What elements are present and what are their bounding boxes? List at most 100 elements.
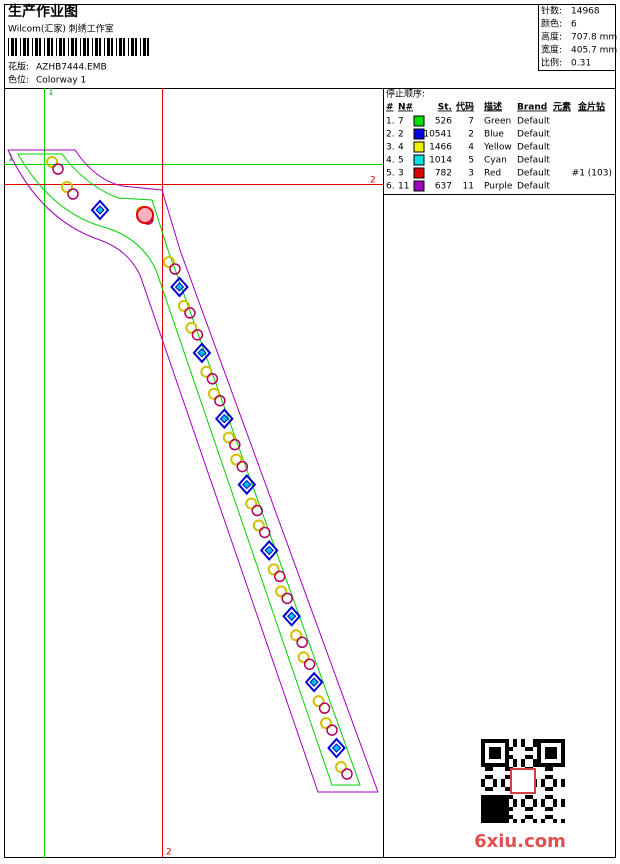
qr-module [485,807,489,811]
qr-module [485,803,489,807]
qr-module [493,811,497,815]
swirl [67,188,79,200]
qr-module [493,747,497,751]
bar [56,38,57,56]
swirl [273,570,286,583]
design-value: AZHB7444.EMB [36,63,107,73]
bar [23,38,26,56]
swirl [290,629,303,642]
qr-module [529,815,533,819]
qr-module [505,751,509,755]
brand: Default [517,156,550,166]
stat-label: 颜色: [541,18,562,30]
qr-module [537,747,541,751]
qr-module [489,751,493,755]
qr-module [489,819,493,823]
qr-module [521,819,525,823]
qr-module [537,743,541,747]
qr-module [493,751,497,755]
qr-module [521,763,525,767]
column-header: # [386,103,394,113]
swirl [185,321,198,334]
bar [123,38,125,56]
stitches: 1466 [429,143,452,153]
stat-value: 0.31 [571,59,591,69]
qr-module [561,739,565,743]
qr-module [561,755,565,759]
bar [95,38,98,56]
diamond [192,342,212,364]
stat-label: 比例: [541,57,562,69]
qr-module [541,763,545,767]
qr-module [553,755,557,759]
qr-module [493,819,497,823]
qr-module [481,751,485,755]
qr-module [489,787,493,791]
qr-module [521,803,525,807]
bar [135,38,137,56]
qr-module [509,755,513,759]
code: 7 [468,117,474,127]
swirl [169,263,181,275]
qr-module [497,803,501,807]
qr-module [561,743,565,747]
qr-module [537,759,541,763]
qr-module [485,787,489,791]
ornaments [46,156,353,780]
qr-module [553,763,557,767]
needle: 2 [398,130,404,140]
qr-module [493,803,497,807]
bar [39,38,41,56]
qr-module [553,799,557,803]
swirl [52,163,64,175]
qr-module [525,807,529,811]
diamond [170,276,189,298]
qr-module [489,803,493,807]
outline [7,149,379,793]
swirl [258,526,271,539]
qr-module [545,767,549,771]
qr-module [561,783,565,787]
bar [92,38,93,56]
qr-module [497,819,501,823]
bar [44,38,45,56]
diamond [331,743,342,753]
column-header: 元素 [553,101,571,113]
qr-module [549,755,553,759]
stitches: 1014 [429,156,452,166]
stat-value: 14968 [571,7,600,17]
swirl [214,394,226,407]
qr-module [485,815,489,819]
qr-module [497,755,501,759]
brand: Default [517,182,550,192]
qr-module [533,739,537,743]
needle: 3 [398,169,404,179]
swirl [61,181,73,193]
qr-module [545,775,549,779]
qr-module [545,807,549,811]
desc: Purple [484,182,513,192]
stat-label: 高度: [541,31,562,43]
qr-module [509,747,513,751]
swirl [252,519,265,532]
diamond [237,474,257,496]
needle: 5 [398,156,404,166]
stat-value: 405.7 mm [571,46,617,56]
qr-code [481,739,565,823]
qr-module [501,795,505,799]
bar [128,38,129,56]
qr-module [541,779,545,783]
qr-module [537,739,541,743]
bar [59,38,62,56]
qr-module [505,795,509,799]
qr-module [549,775,553,779]
qr-module [541,803,545,807]
colorway-label: 色位: [8,74,29,86]
qr-module [501,799,505,803]
qr-module [497,763,501,767]
qr-module [541,799,545,803]
swirl [191,329,204,341]
qr-module [489,767,493,771]
column-header: St. [438,103,452,113]
qr-module [525,815,529,819]
